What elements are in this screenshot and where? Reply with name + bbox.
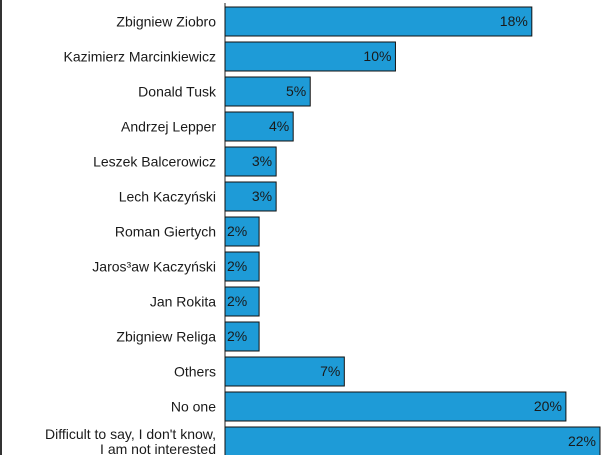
value-label: 3% (252, 153, 272, 169)
value-label: 5% (286, 83, 306, 99)
bar (224, 391, 567, 422)
value-label: 2% (227, 293, 247, 309)
value-label: 10% (363, 48, 391, 64)
bar (224, 41, 396, 72)
category-label: Donald Tusk (138, 83, 216, 99)
value-label: 2% (227, 258, 247, 274)
value-label: 2% (227, 223, 247, 239)
bar (224, 146, 277, 177)
bar (224, 356, 345, 387)
value-label: 22% (568, 433, 596, 449)
value-label: 4% (269, 118, 289, 134)
bar (224, 76, 311, 107)
category-label: Difficult to say, I don't know, I am not… (44, 425, 216, 455)
category-label: Jan Rokita (149, 293, 216, 309)
bar (224, 181, 277, 212)
category-label: Roman Giertych (114, 223, 216, 239)
category-label: Jaros³aw Kaczyński (92, 258, 216, 274)
bar (224, 111, 294, 142)
category-label: Others (173, 363, 216, 379)
bar (224, 6, 533, 37)
category-label: Lech Kaczyński (118, 188, 216, 204)
value-label: 18% (500, 13, 528, 29)
value-label: 2% (227, 328, 247, 344)
category-label: No one (170, 398, 216, 414)
category-label: Zbigniew Ziobro (116, 13, 216, 29)
bar (224, 216, 260, 247)
category-label: Kazimierz Marcinkiewicz (63, 48, 216, 64)
bar (224, 321, 260, 352)
category-label: Zbigniew Religa (116, 328, 216, 344)
category-label: Leszek Balcerowicz (93, 153, 216, 169)
value-label: 20% (534, 398, 562, 414)
category-label: Andrzej Lepper (121, 118, 216, 134)
bar (224, 251, 260, 282)
value-label: 3% (252, 188, 272, 204)
value-label: 7% (320, 363, 340, 379)
bar (224, 286, 260, 317)
bar (224, 426, 601, 455)
